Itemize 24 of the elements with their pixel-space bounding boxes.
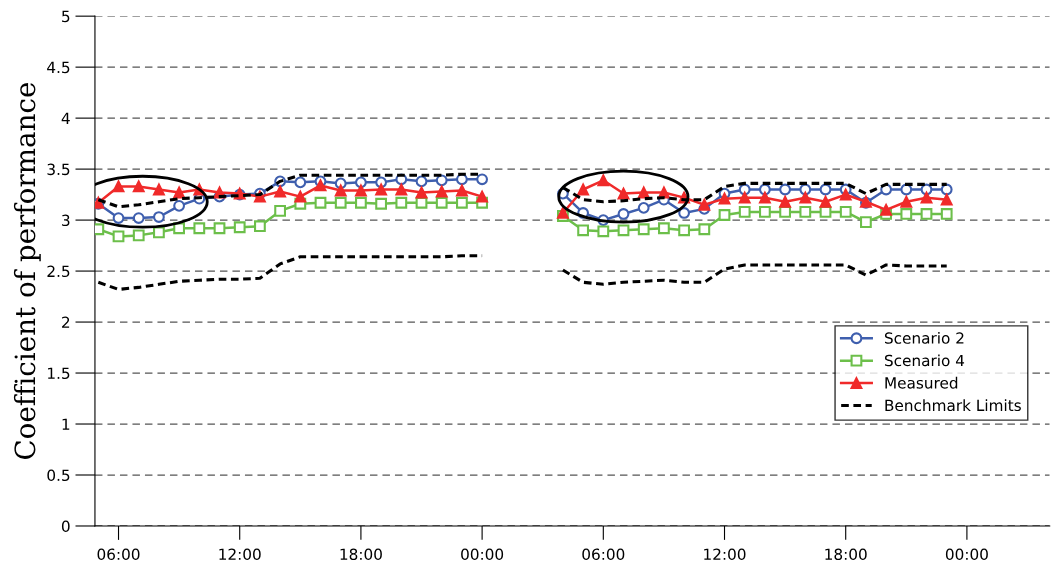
y-tick-label: 1.5 <box>48 367 70 380</box>
y-tick-label: 0 <box>61 520 70 533</box>
y-tick-label: 2.5 <box>47 265 70 278</box>
y-tick-label: 3.5 <box>47 163 70 176</box>
legend-label: Scenario 4 <box>884 354 965 367</box>
y-tick-label: 4 <box>61 112 70 124</box>
x-tick-label: 06:00 <box>582 548 625 561</box>
x-tick-label: 06:00 <box>97 548 140 561</box>
y-tick-label: 3 <box>62 214 70 227</box>
x-tick-label: 18:00 <box>340 548 382 561</box>
y-tick-label: 2 <box>62 316 70 328</box>
y-tick-label: 1 <box>62 418 70 430</box>
x-tick-label: 12:00 <box>704 548 746 561</box>
y-tick-label: 4.5 <box>47 61 70 74</box>
legend-label: Benchmark Limits <box>885 399 1021 412</box>
y-tick-label: 0.5 <box>47 469 70 482</box>
y-axis-title: Coefficient of performance <box>13 82 41 460</box>
x-tick-label: 00:00 <box>945 548 988 561</box>
legend-label: Measured <box>885 376 958 389</box>
x-tick-label: 18:00 <box>825 548 867 561</box>
x-tick-label: 00:00 <box>461 548 504 561</box>
legend-label: Scenario 2 <box>884 332 964 344</box>
x-tick-label: 12:00 <box>219 548 261 561</box>
y-tick-label: 5 <box>62 10 70 23</box>
